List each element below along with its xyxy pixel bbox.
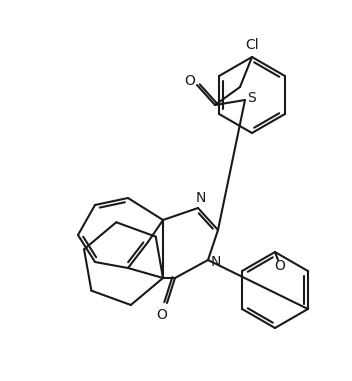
Text: S: S bbox=[247, 91, 256, 105]
Text: Cl: Cl bbox=[245, 38, 259, 52]
Text: O: O bbox=[275, 259, 285, 273]
Text: N: N bbox=[196, 191, 206, 205]
Text: N: N bbox=[211, 255, 221, 269]
Text: O: O bbox=[184, 74, 195, 88]
Text: O: O bbox=[157, 308, 168, 322]
